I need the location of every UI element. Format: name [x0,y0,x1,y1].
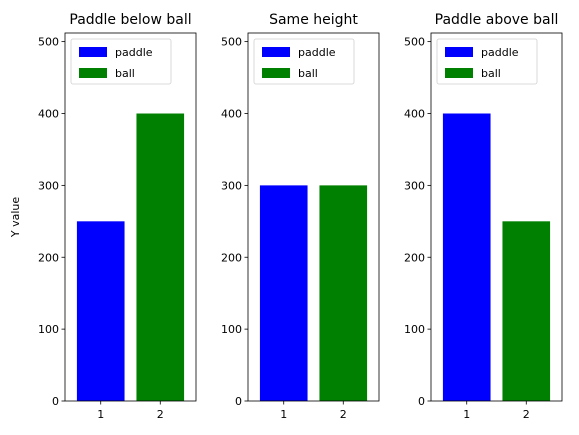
bar-paddle [259,185,308,401]
legend: paddle ball [253,38,355,85]
y-tick-label: 0 [418,395,425,408]
chart-title: Paddle below ball [69,12,191,28]
y-tick-label: 300 [38,179,59,192]
y-tick-label: 300 [221,179,242,192]
subplot-2: 0 100 200 300 400 500 1 2 Same height paddle ball [221,12,380,421]
y-tick-label: 200 [404,251,425,264]
y-tick-label: 200 [221,251,242,264]
y-tick-label: 200 [38,251,59,264]
bar-paddle [76,221,125,401]
x-tick-label: 1 [97,408,104,421]
x-tick-label: 1 [280,408,287,421]
legend-swatch-ball [262,68,290,78]
bar-ball [319,185,368,401]
subplot-1: 0 100 200 300 400 500 1 2 Paddle below ball Y val… [9,12,197,421]
legend-swatch-ball [79,68,107,78]
legend-swatch-paddle [445,47,473,57]
chart-title: Same height [269,12,358,28]
y-tick-label: 400 [221,108,242,121]
axes-frame [64,32,197,402]
axes-frame [247,32,380,402]
subplot-3: 0 100 200 300 400 500 1 2 Paddle above ball paddl… [404,12,563,421]
y-tick-label: 0 [235,395,242,408]
legend-label-ball: ball [115,67,135,80]
y-tick-label: 100 [404,323,425,336]
legend-swatch-paddle [262,47,290,57]
x-tick-label: 2 [340,408,347,421]
y-tick-label: 100 [38,323,59,336]
chart-title: Paddle above ball [435,12,559,28]
bar-ball [502,221,551,401]
y-tick-label: 400 [38,108,59,121]
x-tick-label: 1 [463,408,470,421]
y-tick-label: 0 [52,395,59,408]
y-tick-label: 100 [221,323,242,336]
legend-label-paddle: paddle [298,46,336,59]
x-tick-label: 2 [523,408,530,421]
legend: paddle ball [436,38,538,85]
y-tick-label: 500 [404,36,425,49]
legend-label-paddle: paddle [115,46,153,59]
x-tick-label: 2 [157,408,164,421]
legend-swatch-ball [445,68,473,78]
bar-paddle [442,113,491,401]
y-axis-label: Y value [9,197,22,238]
bar-ball [136,113,185,401]
y-tick-label: 500 [38,36,59,49]
legend-label-ball: ball [298,67,318,80]
y-tick-label: 500 [221,36,242,49]
legend-label-paddle: paddle [481,46,519,59]
y-tick-label: 400 [404,108,425,121]
legend-swatch-paddle [79,47,107,57]
axes-frame [430,32,563,402]
y-tick-label: 300 [404,179,425,192]
legend: paddle ball [70,38,172,85]
legend-label-ball: ball [481,67,501,80]
